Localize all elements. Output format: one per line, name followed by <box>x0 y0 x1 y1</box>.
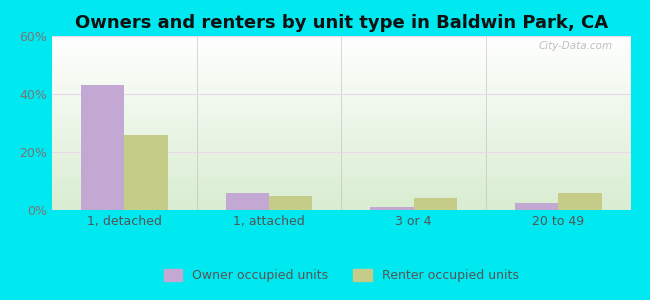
Bar <box>226 193 269 210</box>
Bar <box>81 85 124 210</box>
Title: Owners and renters by unit type in Baldwin Park, CA: Owners and renters by unit type in Baldw… <box>75 14 608 32</box>
Text: City-Data.com: City-Data.com <box>539 41 613 51</box>
Bar <box>515 203 558 210</box>
Legend: Owner occupied units, Renter occupied units: Owner occupied units, Renter occupied un… <box>159 264 524 287</box>
Bar <box>124 135 168 210</box>
Bar <box>558 193 601 210</box>
Bar <box>413 198 457 210</box>
Bar <box>269 196 312 210</box>
Bar <box>370 207 413 210</box>
